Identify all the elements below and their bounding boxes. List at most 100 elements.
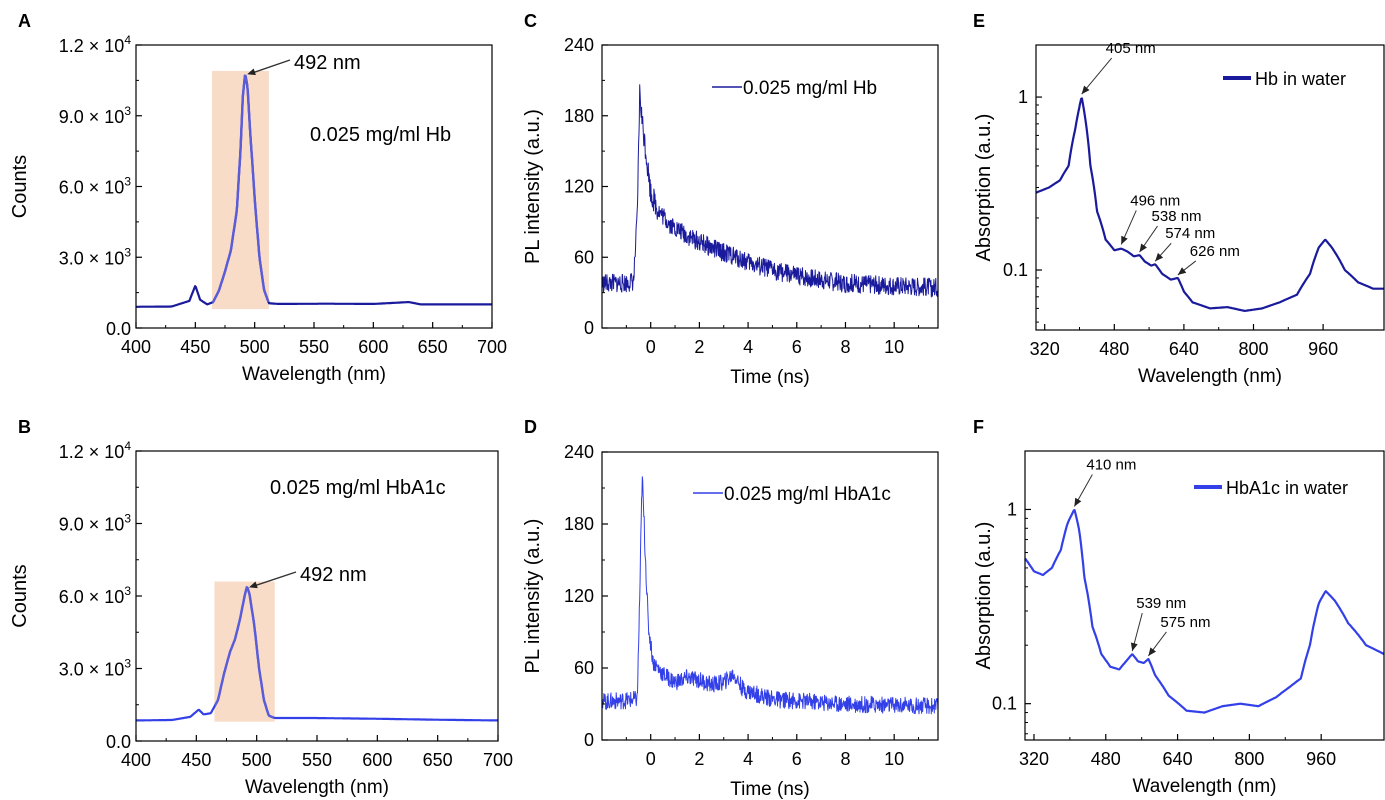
- arrow-head: [1081, 85, 1090, 95]
- x-tick-label: 2: [694, 749, 704, 769]
- series-line: [601, 476, 939, 715]
- x-tick-label: 8: [840, 749, 850, 769]
- x-tick-label: 6: [792, 749, 802, 769]
- peak-label: 538 nm: [1152, 208, 1202, 225]
- panel-f: F HbA1c in water 320 480 640 800 960 Wavelength…: [973, 417, 1385, 797]
- x-tick-label: 960: [1308, 339, 1338, 359]
- axes-frame: [135, 44, 493, 329]
- y-tick-label: 1.2 × 104: [59, 33, 132, 56]
- arrow-head: [1130, 642, 1138, 652]
- x-tick-label: 400: [121, 750, 151, 770]
- peak-arrow: [252, 571, 297, 587]
- x-tick-label: 6: [792, 337, 802, 357]
- x-tick-label: 450: [181, 750, 211, 770]
- arrow-head: [249, 581, 258, 589]
- y-tick-label: 1.2 × 104: [59, 439, 132, 462]
- y-tick-label: 180: [564, 514, 594, 534]
- panel-e: E Hb in water 320 480 640 800 960 Wavelength (n…: [973, 11, 1385, 387]
- y-tick-label: 3.0 × 103: [59, 245, 132, 268]
- x-axis-label: Time (ns): [730, 367, 810, 388]
- x-tick-label: 500: [240, 337, 270, 357]
- x-tick-label: 8: [840, 337, 850, 357]
- x-tick-label: 800: [1234, 749, 1264, 769]
- series-line: [1024, 509, 1385, 714]
- y-tick-label: 0: [584, 730, 594, 750]
- x-tick-label: 4: [743, 337, 753, 357]
- series-line: [1035, 97, 1385, 312]
- series-line: [135, 74, 493, 308]
- y-tick-label: 180: [564, 106, 594, 126]
- legend-label: HbA1c in water: [1226, 478, 1348, 498]
- x-tick-label: 400: [121, 337, 151, 357]
- x-tick-label: 650: [418, 337, 448, 357]
- x-axis-label: Wavelength (nm): [245, 777, 389, 798]
- x-tick-label: 320: [1019, 749, 1049, 769]
- y-tick-label: 0.0: [106, 732, 131, 752]
- highlight-band: [214, 581, 275, 722]
- x-tick-label: 480: [1099, 339, 1129, 359]
- y-tick-label: 1: [1018, 87, 1028, 107]
- x-tick-label: 4: [743, 749, 753, 769]
- peak-label: 626 nm: [1190, 243, 1240, 260]
- y-axis-label: Counts: [9, 155, 31, 218]
- panel-label: A: [18, 11, 31, 31]
- x-axis-label: Wavelength (nm): [242, 364, 386, 385]
- y-axis-label: PL intensity (a.u.): [522, 519, 544, 674]
- arrow-head: [247, 68, 256, 76]
- series-line: [601, 84, 939, 298]
- x-tick-label: 0: [646, 749, 656, 769]
- x-tick-label: 600: [362, 750, 392, 770]
- sample-annotation: 0.025 mg/ml HbA1c: [270, 477, 446, 499]
- x-axis-label: Wavelength (nm): [1138, 366, 1282, 387]
- x-axis-label: Wavelength (nm): [1133, 776, 1277, 797]
- x-tick-label: 0: [646, 337, 656, 357]
- panel-label: F: [973, 417, 984, 437]
- arrow-head: [1155, 252, 1164, 262]
- x-tick-label: 320: [1030, 339, 1060, 359]
- x-tick-label: 10: [884, 337, 904, 357]
- y-tick-label: 0: [584, 318, 594, 338]
- x-tick-label: 700: [477, 337, 507, 357]
- peak-label: 405 nm: [1106, 40, 1156, 57]
- arrow-head: [1148, 647, 1157, 656]
- y-axis-label: Absorption (a.u.): [973, 522, 995, 670]
- arrow-head: [1139, 243, 1147, 253]
- x-tick-label: 640: [1163, 749, 1193, 769]
- x-tick-label: 550: [302, 750, 332, 770]
- x-tick-label: 550: [299, 337, 329, 357]
- x-tick-label: 10: [884, 749, 904, 769]
- arrow-head: [1074, 497, 1082, 507]
- x-tick-label: 700: [483, 750, 513, 770]
- panel-a: A 400 450 500 550 600 650 700 Wavelength (nm) 0.0…: [9, 11, 507, 385]
- y-tick-label: 0.1: [1003, 260, 1028, 280]
- peak-label: 492 nm: [294, 52, 361, 74]
- peak-label: 410 nm: [1086, 456, 1136, 473]
- y-tick-label: 240: [564, 442, 594, 462]
- arrow-head: [1177, 267, 1187, 275]
- peak-label: 492 nm: [300, 564, 367, 586]
- panel-label: B: [18, 417, 31, 437]
- y-tick-label: 60: [574, 658, 594, 678]
- x-tick-label: 2: [694, 337, 704, 357]
- legend-label: 0.025 mg/ml Hb: [743, 78, 877, 99]
- x-tick-label: 650: [423, 750, 453, 770]
- panel-label: C: [524, 11, 537, 31]
- y-tick-label: 6.0 × 103: [59, 175, 132, 198]
- y-tick-label: 120: [564, 177, 594, 197]
- panel-c: C 0.025 mg/ml Hb 0 2 4 6 8 10 Time (ns) 0 60 120 180…: [522, 11, 939, 388]
- y-tick-label: 9.0 × 103: [59, 104, 132, 127]
- legend-label: 0.025 mg/ml HbA1c: [724, 484, 891, 505]
- legend-label: Hb in water: [1255, 69, 1346, 89]
- y-tick-label: 6.0 × 103: [59, 584, 132, 607]
- y-tick-label: 0.1: [992, 694, 1017, 714]
- peak-label: 575 nm: [1160, 614, 1210, 631]
- panel-label: D: [524, 417, 537, 437]
- peak-label: 574 nm: [1165, 225, 1215, 242]
- series-line: [135, 586, 499, 722]
- axes-frame: [1024, 450, 1385, 741]
- y-axis-label: PL intensity (a.u.): [522, 109, 544, 264]
- peak-arrow: [250, 59, 291, 74]
- x-tick-label: 800: [1238, 339, 1268, 359]
- series-line-highlight: [213, 586, 275, 719]
